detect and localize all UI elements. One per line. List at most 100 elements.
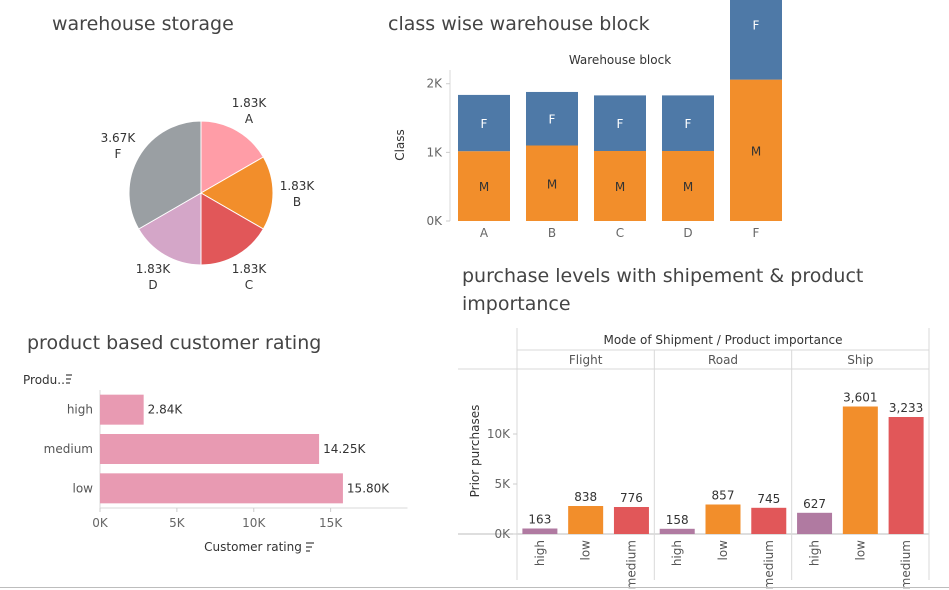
hbar-category-label: high [67, 403, 93, 417]
stacked-segment-label: M [751, 144, 761, 158]
stacked-header: Warehouse block [569, 53, 671, 67]
hbar-x-tick-label: 5K [169, 516, 186, 530]
stacked-segment-label: F [549, 113, 556, 127]
stacked-y-tick-label: 2K [426, 77, 443, 91]
stacked-segment-label: M [479, 180, 489, 194]
facet-x-tick-label: low [853, 540, 867, 561]
facet-x-tick-label: low [579, 540, 593, 561]
facet-bar-label: 3,601 [843, 391, 877, 405]
stacked-bar-D-F [662, 95, 714, 151]
pie-category-label: F [114, 147, 121, 161]
stacked-segment-label: M [683, 180, 693, 194]
stacked-bar-C-M [594, 150, 646, 221]
facet-bar-label: 838 [574, 490, 597, 504]
facet-bar-Ship-high [797, 512, 833, 534]
facet-bar-label: 857 [712, 489, 735, 503]
facet-title-line1: purchase levels with shipement & product [462, 265, 864, 287]
hbar-value-label: 2.84K [148, 403, 184, 417]
stacked-segment-label: F [481, 117, 488, 131]
stacked-x-tick-label: D [683, 226, 692, 240]
hbar-x-tick-label: 10K [242, 516, 266, 530]
facet-x-tick-label: low [716, 540, 730, 561]
pie-slice-C [200, 192, 265, 266]
hbar-category-label: medium [44, 442, 93, 456]
stacked-bar-A-M [458, 151, 510, 221]
facet-bar-Ship-medium [888, 417, 924, 534]
hbar-title: product based customer rating [27, 332, 322, 354]
sort-icon [306, 542, 314, 552]
facet-bar-label: 776 [620, 491, 643, 505]
stacked-x-tick-label: C [616, 226, 624, 240]
facet-bar-Road-high [659, 528, 695, 534]
stacked-bar-F-F [730, 0, 782, 80]
pie-slice-D [137, 192, 202, 266]
facet-bar-label: 3,233 [889, 401, 923, 415]
facet-y-tick-label: 10K [487, 427, 511, 441]
pie-value-label: 1.83K [232, 96, 268, 110]
stacked-bar-A-F [458, 94, 510, 152]
facet-bar-Ship-low [842, 406, 878, 534]
stacked-segment-label: F [685, 117, 692, 131]
hbar-category-label: low [73, 481, 94, 495]
pie-slice-B [200, 156, 274, 230]
facet-x-tick-label: medium [899, 540, 913, 589]
pie-title: warehouse storage [52, 13, 234, 35]
stacked-segment-label: M [547, 177, 557, 191]
hbar-bar-medium [100, 434, 320, 464]
stacked-bar-B-F [526, 91, 578, 146]
stacked-bar-D-M [662, 150, 714, 221]
hbar-value-label: 14.25K [323, 442, 366, 456]
stacked-y-tick-label: 0K [426, 214, 443, 228]
facet-title-line2: importance [462, 293, 571, 315]
facet-bar-Road-medium [751, 507, 787, 534]
pie-category-label: D [148, 278, 157, 292]
facet-bar-Road-low [705, 504, 741, 534]
pie-value-label: 1.83K [280, 179, 316, 193]
stacked-title: class wise warehouse block [388, 13, 650, 35]
stacked-segment-label: F [753, 18, 760, 32]
stacked-y-tick-label: 1K [426, 145, 443, 159]
pie-slice-A [200, 120, 265, 194]
hbar-bar-high [100, 394, 144, 425]
facet-x-tick-label: high [808, 540, 822, 566]
facet-group-label: Ship [847, 353, 873, 367]
stacked-y-axis-title: Class [393, 129, 407, 161]
facet-bar-Flight-low [568, 506, 604, 534]
facet-x-tick-label: medium [624, 540, 638, 589]
facet-bar-Flight-high [522, 528, 558, 534]
stacked-bar-B-M [526, 145, 578, 221]
facet-bar-label: 627 [803, 497, 826, 511]
pie-category-label: B [293, 195, 301, 209]
hbar-x-tick-label: 15K [319, 516, 343, 530]
facet-header: Mode of Shipment / Product importance [603, 333, 842, 347]
pie-slice-F [128, 120, 202, 230]
pie-value-label: 3.67K [101, 131, 137, 145]
facet-x-tick-label: medium [762, 540, 776, 589]
facet-group-label: Flight [569, 353, 603, 367]
facet-y-tick-label: 5K [494, 477, 511, 491]
facet-bar-label: 158 [666, 513, 689, 527]
hbar-x-axis-title: Customer rating [204, 540, 302, 554]
sort-icon [66, 374, 72, 384]
facet-group-label: Road [708, 353, 738, 367]
hbar-x-tick-label: 0K [92, 516, 109, 530]
stacked-bar-C-F [594, 95, 646, 151]
stacked-segment-label: M [615, 180, 625, 194]
bottom-divider [0, 587, 949, 588]
hbar-value-label: 15.80K [347, 481, 390, 495]
stacked-segment-label: F [617, 117, 624, 131]
facet-bar-label: 163 [528, 513, 551, 527]
facet-bar-label: 745 [757, 492, 780, 506]
facet-bar-Flight-medium [613, 507, 649, 534]
pie-category-label: C [245, 278, 253, 292]
stacked-x-tick-label: A [480, 226, 489, 240]
pie-value-label: 1.83K [232, 262, 268, 276]
pie-value-label: 1.83K [136, 262, 172, 276]
facet-x-tick-label: high [533, 540, 547, 566]
stacked-x-tick-label: B [548, 226, 556, 240]
stacked-bar-F-M [730, 79, 782, 221]
stacked-x-tick-label: F [753, 226, 760, 240]
facet-x-tick-label: high [670, 540, 684, 566]
facet-y-axis-title: Prior purchases [468, 405, 482, 498]
